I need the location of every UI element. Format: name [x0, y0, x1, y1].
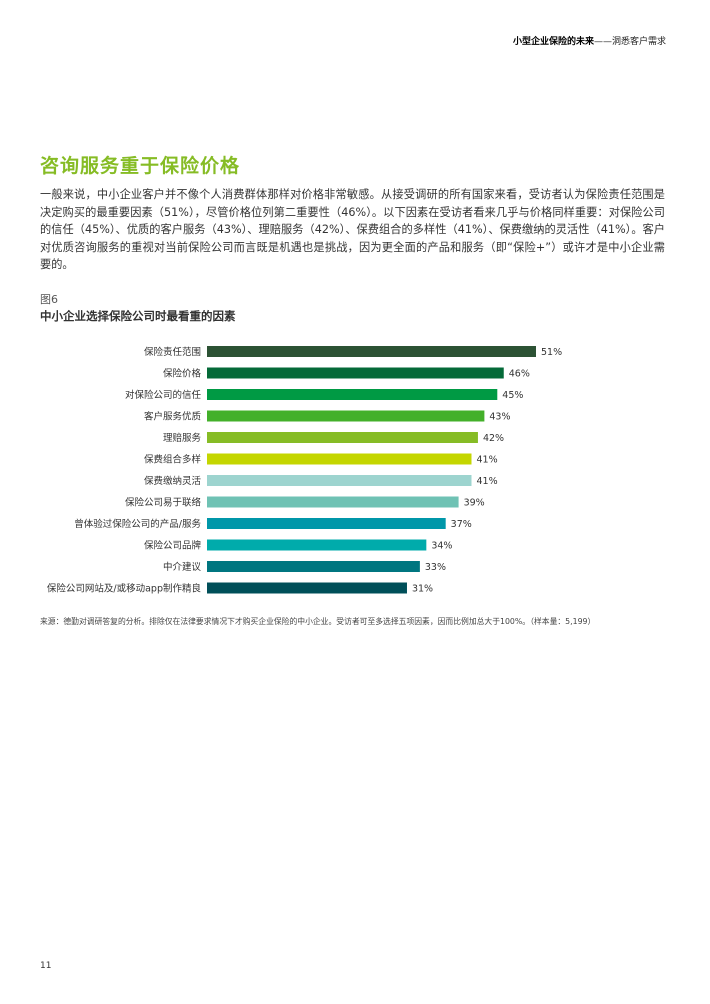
- category-label: 保费组合多样: [144, 454, 201, 466]
- value-label: 31%: [412, 584, 433, 595]
- bar: [207, 539, 427, 551]
- bar: [207, 453, 472, 465]
- category-label: 曾体验过保险公司的产品/服务: [74, 518, 201, 530]
- category-label: 保险责任范围: [144, 346, 201, 358]
- value-label: 43%: [489, 412, 510, 423]
- value-label: 33%: [425, 562, 446, 573]
- value-label: 39%: [464, 498, 485, 509]
- category-label: 保险价格: [163, 368, 202, 380]
- source-note: 来源：德勤对调研答复的分析。排除仅在法律要求情况下才购买企业保险的中小企业。受访…: [40, 617, 596, 626]
- bar: [207, 496, 459, 508]
- category-label: 对保险公司的信任: [125, 389, 202, 401]
- header-subtitle: ——洞悉客户需求: [593, 37, 666, 47]
- category-label: 中介建议: [163, 561, 202, 573]
- value-label: 42%: [483, 433, 504, 444]
- running-header: 小型企业保险的未来——洞悉客户需求: [513, 34, 666, 47]
- bar: [207, 518, 446, 529]
- bar: [207, 367, 504, 379]
- category-label: 理赔服务: [163, 432, 202, 444]
- section-title: 咨询服务重于保险价格: [40, 155, 241, 177]
- bar: [207, 346, 536, 357]
- intro-paragraph: 一般来说，中小企业客户并不像个人消费群体那样对价格非常敏感。从接受调研的所有国家…: [40, 188, 665, 271]
- bar: [207, 410, 485, 422]
- category-label: 保费缴纳灵活: [144, 475, 202, 487]
- category-label: 保险公司易于联络: [125, 497, 202, 509]
- value-label: 41%: [476, 476, 497, 487]
- value-label: 37%: [451, 519, 472, 530]
- category-label: 客户服务优质: [144, 411, 202, 423]
- bar: [207, 582, 407, 594]
- category-label: 保险公司品牌: [144, 540, 202, 552]
- value-label: 51%: [541, 347, 562, 358]
- page-number: 11: [40, 961, 52, 971]
- figure-number: 图6: [40, 293, 58, 306]
- header-report-title: 小型企业保险的未来: [512, 37, 594, 47]
- bar: [207, 432, 478, 443]
- category-label: 保险公司网站及/或移动app制作精良: [47, 583, 202, 595]
- value-label: 46%: [509, 369, 530, 380]
- figure-title: 中小企业选择保险公司时最看重的因素: [40, 309, 236, 323]
- bar: [207, 389, 498, 400]
- value-label: 45%: [502, 390, 523, 401]
- value-label: 41%: [476, 455, 497, 466]
- value-label: 34%: [431, 541, 452, 552]
- bar: [207, 561, 420, 572]
- bar: [207, 475, 472, 486]
